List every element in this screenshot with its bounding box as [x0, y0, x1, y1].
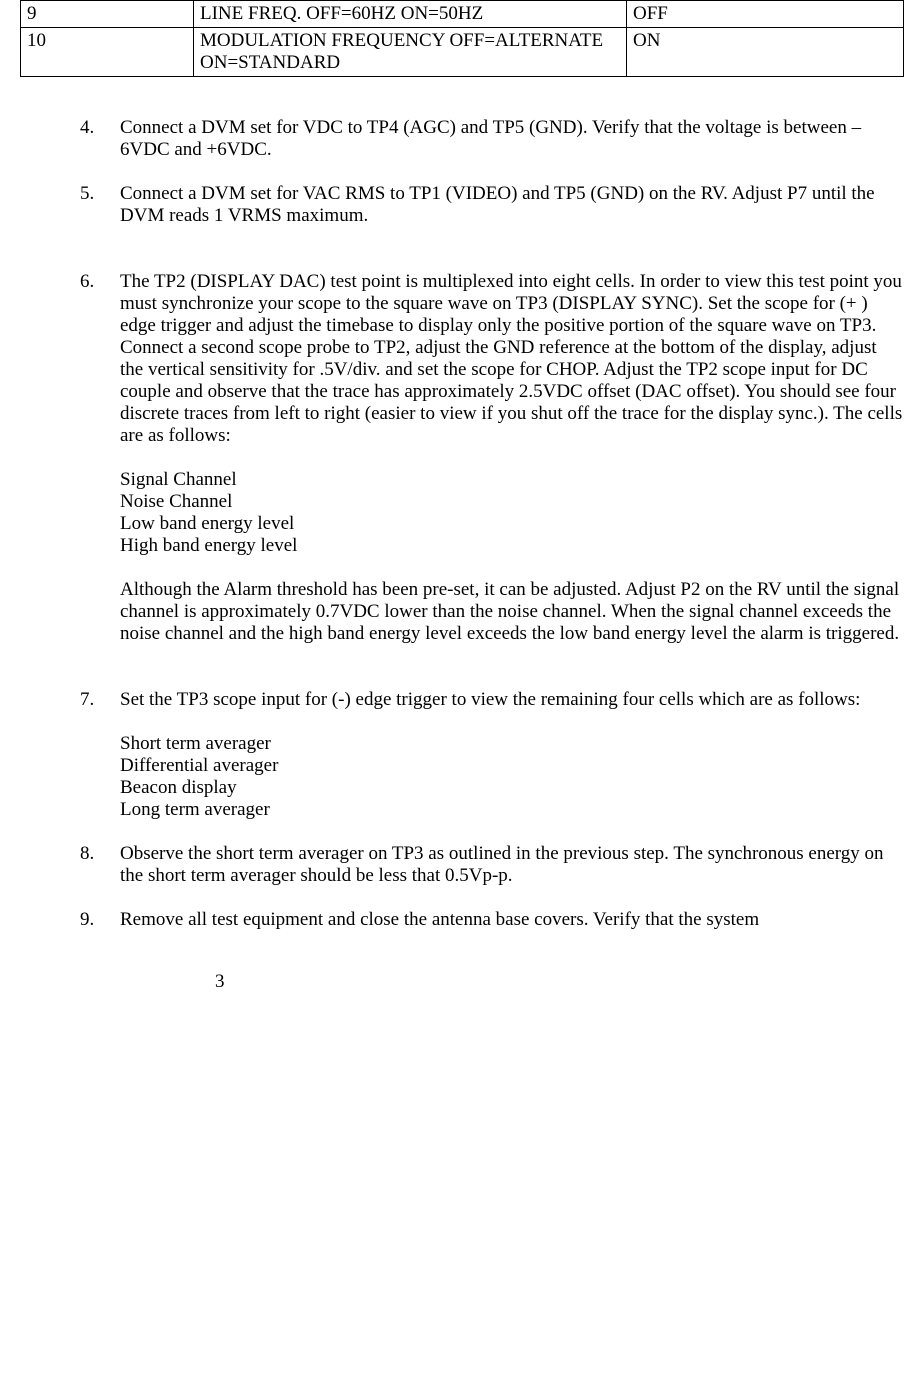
table-row: 9 LINE FREQ. OFF=60HZ ON=50HZ OFF [21, 1, 904, 28]
step-text: Remove all test equipment and close the … [120, 909, 904, 931]
list-item: Noise Channel [120, 491, 904, 513]
step-7: 7. Set the TP3 scope input for (-) edge … [80, 689, 904, 821]
step-number: 9. [80, 909, 94, 931]
list-item: Low band energy level [120, 513, 904, 535]
table-row: 10 MODULATION FREQUENCY OFF=ALTERNATE ON… [21, 28, 904, 77]
step-paragraph: The TP2 (DISPLAY DAC) test point is mult… [120, 271, 904, 447]
cells-list: Short term averager Differential average… [120, 733, 904, 821]
step-8: 8. Observe the short term averager on TP… [80, 843, 904, 887]
list-item: Signal Channel [120, 469, 904, 491]
step-6: 6. The TP2 (DISPLAY DAC) test point is m… [80, 271, 904, 645]
cell-switch-function: LINE FREQ. OFF=60HZ ON=50HZ [194, 1, 627, 28]
list-item: High band energy level [120, 535, 904, 557]
step-5: 5. Connect a DVM set for VAC RMS to TP1 … [80, 183, 904, 227]
step-paragraph: Although the Alarm threshold has been pr… [120, 579, 904, 645]
cell-switch-state: ON [627, 28, 904, 77]
step-number: 8. [80, 843, 94, 865]
step-4: 4. Connect a DVM set for VDC to TP4 (AGC… [80, 117, 904, 161]
procedure-steps: 4. Connect a DVM set for VDC to TP4 (AGC… [80, 117, 904, 931]
step-number: 4. [80, 117, 94, 139]
page-number: 3 [215, 971, 904, 993]
cell-switch-function: MODULATION FREQUENCY OFF=ALTERNATE ON=ST… [194, 28, 627, 77]
cell-switch-number: 9 [21, 1, 194, 28]
step-text: Observe the short term averager on TP3 a… [120, 843, 904, 887]
cells-list: Signal Channel Noise Channel Low band en… [120, 469, 904, 557]
step-number: 7. [80, 689, 94, 711]
list-item: Long term averager [120, 799, 904, 821]
step-text: Connect a DVM set for VDC to TP4 (AGC) a… [120, 117, 904, 161]
list-item: Differential averager [120, 755, 904, 777]
step-number: 6. [80, 271, 94, 293]
cell-switch-number: 10 [21, 28, 194, 77]
list-item: Beacon display [120, 777, 904, 799]
step-text: Connect a DVM set for VAC RMS to TP1 (VI… [120, 183, 904, 227]
step-9: 9. Remove all test equipment and close t… [80, 909, 904, 931]
step-paragraph: Set the TP3 scope input for (-) edge tri… [120, 689, 904, 711]
list-item: Short term averager [120, 733, 904, 755]
cell-switch-state: OFF [627, 1, 904, 28]
step-number: 5. [80, 183, 94, 205]
switch-settings-table: 9 LINE FREQ. OFF=60HZ ON=50HZ OFF 10 MOD… [20, 0, 904, 77]
